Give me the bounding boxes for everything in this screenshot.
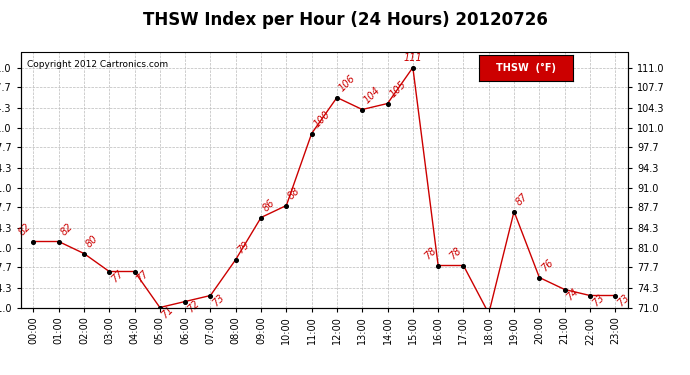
Point	[306, 130, 317, 136]
Text: THSW  (°F): THSW (°F)	[496, 63, 556, 73]
Text: 77: 77	[135, 268, 150, 284]
Point	[53, 238, 64, 244]
Text: 74: 74	[564, 286, 580, 302]
Point	[129, 268, 140, 274]
Text: 111: 111	[404, 53, 422, 63]
Text: 86: 86	[261, 197, 277, 213]
Text: 106: 106	[337, 73, 357, 93]
Text: 88: 88	[286, 185, 302, 201]
Text: 78: 78	[447, 245, 463, 261]
Text: 72: 72	[185, 298, 201, 314]
Point	[610, 292, 621, 298]
Point	[104, 268, 115, 274]
Text: 87: 87	[514, 191, 530, 207]
Text: THSW Index per Hour (24 Hours) 20120726: THSW Index per Hour (24 Hours) 20120726	[143, 11, 547, 29]
Text: 71: 71	[160, 304, 176, 320]
Text: 104: 104	[362, 85, 382, 105]
Text: 76: 76	[540, 257, 555, 273]
Point	[28, 238, 39, 244]
Point	[458, 262, 469, 268]
Point	[79, 251, 90, 257]
Text: 100: 100	[312, 109, 332, 129]
Point	[230, 256, 241, 262]
Point	[205, 292, 216, 298]
Text: Copyright 2012 Cartronics.com: Copyright 2012 Cartronics.com	[27, 60, 168, 69]
Point	[559, 286, 570, 292]
Text: 82: 82	[17, 221, 33, 237]
Point	[433, 262, 444, 268]
Text: 73: 73	[615, 292, 631, 308]
Point	[155, 304, 166, 310]
Point	[584, 292, 595, 298]
Point	[331, 94, 342, 100]
Text: 77: 77	[109, 268, 125, 284]
Text: 78: 78	[422, 245, 438, 261]
Text: 80: 80	[84, 233, 100, 249]
Point	[534, 274, 545, 280]
Point	[255, 214, 266, 220]
Point	[357, 106, 368, 112]
Text: 73: 73	[590, 292, 606, 308]
Text: 79: 79	[236, 239, 252, 255]
Point	[509, 209, 520, 214]
Point	[179, 298, 190, 304]
Point	[382, 100, 393, 106]
Point	[281, 202, 292, 208]
Point	[483, 310, 494, 316]
Point	[407, 64, 418, 70]
Text: 70: 70	[0, 374, 1, 375]
Text: 82: 82	[59, 221, 75, 237]
Text: 73: 73	[210, 292, 226, 308]
Text: 105: 105	[388, 79, 408, 99]
